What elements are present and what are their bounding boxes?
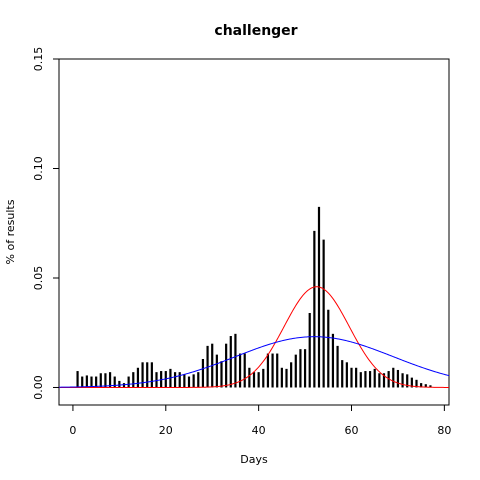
series-line-red	[59, 286, 450, 388]
x-tick-label: 60	[345, 424, 359, 437]
x-tick-label: 20	[159, 424, 173, 437]
y-tick-label: 0.15	[32, 47, 45, 72]
y-axis: 0.00 0.05 0.10 0.15	[32, 47, 59, 400]
x-tick-label: 0	[69, 424, 76, 437]
chart-title: challenger	[214, 23, 297, 39]
x-axis-label: Days	[240, 453, 268, 466]
x-tick-label: 80	[437, 424, 451, 437]
plot-frame	[58, 58, 450, 406]
curves-group	[58, 286, 450, 388]
y-tick-label: 0.00	[32, 375, 45, 400]
y-tick-label: 0.10	[32, 156, 45, 181]
x-tick-label: 40	[252, 424, 266, 437]
bars-group	[76, 206, 432, 388]
x-axis: 0 20 40 60 80	[69, 405, 451, 437]
y-axis-label: % of results	[4, 199, 17, 264]
series-line-blue	[58, 336, 450, 388]
y-tick-label: 0.05	[32, 266, 45, 291]
